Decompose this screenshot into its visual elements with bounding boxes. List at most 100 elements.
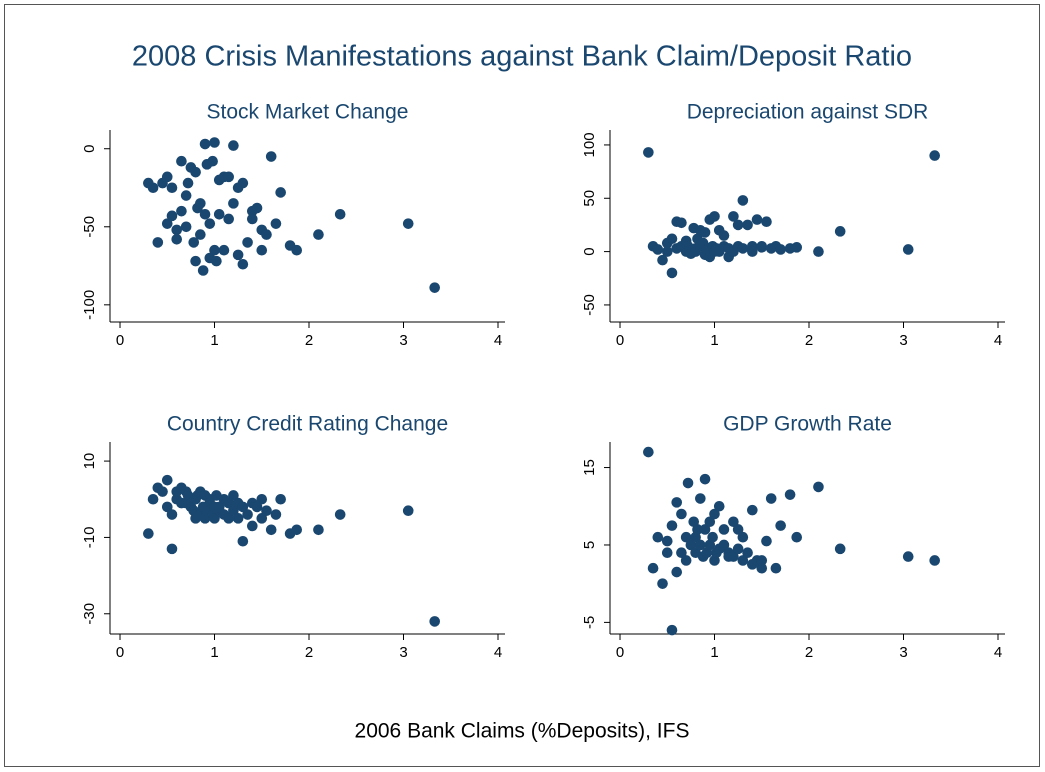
point xyxy=(291,244,303,256)
point xyxy=(813,481,824,493)
point xyxy=(237,535,249,547)
point xyxy=(166,210,178,222)
point xyxy=(251,202,263,214)
point xyxy=(247,520,258,532)
y-tick-label: -50 xyxy=(581,294,598,316)
point xyxy=(704,516,716,528)
point xyxy=(813,246,824,257)
point xyxy=(742,547,753,559)
y-tick-label: 15 xyxy=(581,459,598,476)
y-tick-label: -5 xyxy=(581,616,598,629)
point xyxy=(180,190,192,201)
point xyxy=(232,249,244,261)
point xyxy=(334,509,346,520)
point xyxy=(902,551,914,562)
point xyxy=(171,224,183,236)
x-tick-label: 0 xyxy=(116,644,124,661)
point xyxy=(147,493,159,505)
point xyxy=(237,258,249,270)
x-tick-label: 1 xyxy=(210,644,218,661)
x-tick-label: 4 xyxy=(494,332,502,349)
point xyxy=(237,501,249,513)
point xyxy=(256,493,268,505)
point xyxy=(761,535,772,547)
point xyxy=(643,446,654,458)
point xyxy=(737,243,749,254)
x-tick-label: 2 xyxy=(305,332,313,349)
y-tick-label: 50 xyxy=(581,190,598,207)
x-tick-label: 0 xyxy=(616,332,624,349)
point xyxy=(902,244,914,255)
point xyxy=(643,147,654,158)
point xyxy=(775,244,786,255)
point xyxy=(695,539,706,551)
point xyxy=(695,493,706,504)
panel-title: GDP Growth Rate xyxy=(723,413,892,436)
point xyxy=(275,493,286,505)
point xyxy=(834,543,846,555)
point xyxy=(211,255,222,267)
point xyxy=(251,501,263,513)
point xyxy=(223,213,234,225)
point xyxy=(166,543,178,555)
y-tick-label: 5 xyxy=(581,541,598,549)
point xyxy=(166,182,178,194)
x-tick-label: 0 xyxy=(616,644,624,661)
point xyxy=(228,140,239,151)
point xyxy=(652,244,664,255)
x-tick-label: 2 xyxy=(805,332,813,349)
point xyxy=(223,171,234,183)
point xyxy=(676,217,687,229)
point xyxy=(666,267,678,279)
frame xyxy=(4,4,1040,767)
x-tick-label: 1 xyxy=(210,332,218,349)
point xyxy=(791,242,803,253)
point xyxy=(232,513,244,524)
point xyxy=(680,531,692,543)
x-tick-label: 3 xyxy=(899,644,907,661)
y-tick-label: -30 xyxy=(81,603,98,625)
point xyxy=(180,221,192,233)
point xyxy=(682,477,694,489)
point xyxy=(152,237,164,248)
x-tick-label: 1 xyxy=(710,332,718,349)
point xyxy=(147,182,159,194)
point xyxy=(161,501,173,513)
point xyxy=(270,218,282,229)
point xyxy=(429,616,440,627)
point xyxy=(661,547,673,559)
point xyxy=(199,208,211,220)
point xyxy=(775,520,786,531)
point xyxy=(791,531,803,543)
point xyxy=(692,524,703,535)
x-tick-label: 4 xyxy=(994,332,1002,349)
x-tick-label: 4 xyxy=(994,644,1002,661)
x-axis-label: 2006 Bank Claims (%Deposits), IFS xyxy=(355,720,690,743)
y-tick-label: -50 xyxy=(81,216,98,238)
point xyxy=(929,555,940,566)
point xyxy=(732,543,744,555)
y-tick-label: 10 xyxy=(81,453,98,470)
figure-title: 2008 Crisis Manifestations against Bank … xyxy=(132,41,912,73)
x-tick-label: 3 xyxy=(399,332,407,349)
point xyxy=(666,624,678,636)
point xyxy=(209,244,220,256)
y-tick-label: -100 xyxy=(81,290,98,320)
point xyxy=(699,227,711,238)
point xyxy=(265,524,277,536)
point xyxy=(237,177,249,189)
point xyxy=(143,528,154,539)
point xyxy=(242,509,253,520)
point xyxy=(209,137,220,148)
point xyxy=(207,155,218,167)
point xyxy=(161,171,173,183)
point xyxy=(728,551,739,562)
point xyxy=(709,508,720,520)
point xyxy=(671,497,683,508)
point xyxy=(188,237,200,248)
point xyxy=(195,229,206,240)
point xyxy=(228,198,239,209)
point xyxy=(709,211,720,222)
point xyxy=(661,535,673,547)
